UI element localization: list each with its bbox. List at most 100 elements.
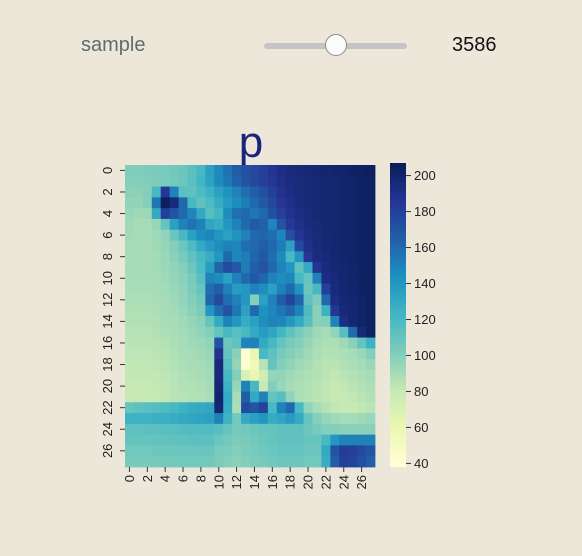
heatmap-cell xyxy=(178,413,188,425)
heatmap-cell xyxy=(214,423,224,436)
heatmap-cell xyxy=(232,316,242,328)
heatmap-cell xyxy=(312,208,322,220)
heatmap-cell xyxy=(178,380,188,392)
x-tick-label: 22 xyxy=(318,475,333,489)
heatmap-cell xyxy=(312,402,322,414)
heatmap-cell xyxy=(267,434,278,446)
chart-title: p xyxy=(239,118,263,167)
heatmap-cell xyxy=(142,229,153,241)
heatmap-cell xyxy=(214,380,224,392)
heatmap-cell xyxy=(312,283,322,295)
heatmap-cell xyxy=(258,369,269,382)
heatmap-cell xyxy=(187,165,197,177)
heatmap-cell xyxy=(223,197,233,209)
heatmap-cell xyxy=(160,186,171,198)
heatmap-cell xyxy=(294,283,304,295)
heatmap-cell xyxy=(241,337,251,349)
heatmap-cell xyxy=(178,305,188,317)
heatmap-cell xyxy=(232,337,242,349)
heatmap-cell xyxy=(258,316,269,328)
heatmap-cell xyxy=(169,402,179,414)
heatmap-cell xyxy=(205,294,215,306)
heatmap-cell xyxy=(250,348,260,360)
heatmap-cell xyxy=(285,218,296,231)
heatmap-cell xyxy=(348,348,358,360)
heatmap-cell xyxy=(133,251,144,263)
heatmap-cell xyxy=(241,402,251,414)
heatmap-cell xyxy=(366,423,376,436)
heatmap-cell xyxy=(294,423,304,436)
heatmap-cell xyxy=(196,359,206,371)
heatmap-cell xyxy=(125,240,135,252)
heatmap-cell xyxy=(187,294,197,306)
heatmap-cell xyxy=(312,305,322,317)
heatmap-cell xyxy=(223,240,233,252)
heatmap-cell xyxy=(223,445,233,457)
heatmap-cell xyxy=(276,348,287,360)
heatmap-cell xyxy=(205,413,215,425)
heatmap-cell xyxy=(285,337,296,349)
heatmap-cell xyxy=(151,380,162,392)
heatmap-cell xyxy=(232,359,242,371)
heatmap-cell xyxy=(330,175,340,187)
heatmap-cell xyxy=(151,359,162,371)
heatmap-cell xyxy=(312,434,322,446)
heatmap-cell xyxy=(187,240,197,252)
heatmap-cell xyxy=(267,272,278,285)
heatmap-cell xyxy=(214,251,224,263)
heatmap-cell xyxy=(357,305,367,317)
colorbar-tick-label: 40 xyxy=(414,456,428,471)
heatmap-cell xyxy=(339,456,349,468)
heatmap-cell xyxy=(348,283,358,295)
heatmap-cell xyxy=(366,262,376,274)
heatmap-cell xyxy=(276,208,287,220)
heatmap-cell xyxy=(276,413,287,425)
heatmap-cell xyxy=(196,175,206,187)
heatmap-cell xyxy=(223,294,233,306)
heatmap-cell xyxy=(330,240,340,252)
slider-thumb[interactable] xyxy=(324,34,347,56)
heatmap-cell xyxy=(196,423,206,436)
heatmap-cell xyxy=(348,413,358,425)
heatmap-cell xyxy=(133,316,144,328)
heatmap-cell xyxy=(160,175,171,187)
heatmap-cell xyxy=(312,423,322,436)
heatmap-cell xyxy=(285,380,296,392)
heatmap-cell xyxy=(357,294,367,306)
heatmap-cell xyxy=(285,186,296,198)
heatmap-cell xyxy=(160,305,171,317)
heatmap-cell xyxy=(223,391,233,403)
heatmap-cell xyxy=(178,165,188,177)
heatmap-cell xyxy=(276,326,287,338)
heatmap-cell xyxy=(357,251,367,263)
heatmap-cell xyxy=(241,391,251,403)
heatmap-cell xyxy=(267,413,278,425)
heatmap-cell xyxy=(169,272,179,285)
heatmap-cell xyxy=(267,197,278,209)
heatmap-cell xyxy=(339,380,349,392)
heatmap-cell xyxy=(151,218,162,231)
heatmap-cell xyxy=(214,208,224,220)
heatmap-cell xyxy=(160,359,171,371)
heatmap-cell xyxy=(205,283,215,295)
heatmap-cell xyxy=(366,240,376,252)
heatmap-cell xyxy=(339,337,349,349)
heatmap-cell xyxy=(214,272,224,285)
heatmap-cell xyxy=(205,240,215,252)
heatmap-cell xyxy=(178,369,188,382)
heatmap-cell xyxy=(241,175,251,187)
heatmap-cell xyxy=(294,272,304,285)
heatmap-cell xyxy=(205,369,215,382)
heatmap-cell xyxy=(357,197,367,209)
heatmap-cell xyxy=(241,316,251,328)
heatmap-cell xyxy=(348,165,358,177)
heatmap-cell xyxy=(169,186,179,198)
y-tick-label: 10 xyxy=(100,271,115,285)
heatmap-cell xyxy=(241,359,251,371)
heatmap-cell xyxy=(339,316,349,328)
heatmap-cell xyxy=(133,380,144,392)
heatmap-cell xyxy=(205,186,215,198)
heatmap-cell xyxy=(303,240,313,252)
heatmap-cell xyxy=(223,251,233,263)
heatmap-cell xyxy=(214,337,224,349)
